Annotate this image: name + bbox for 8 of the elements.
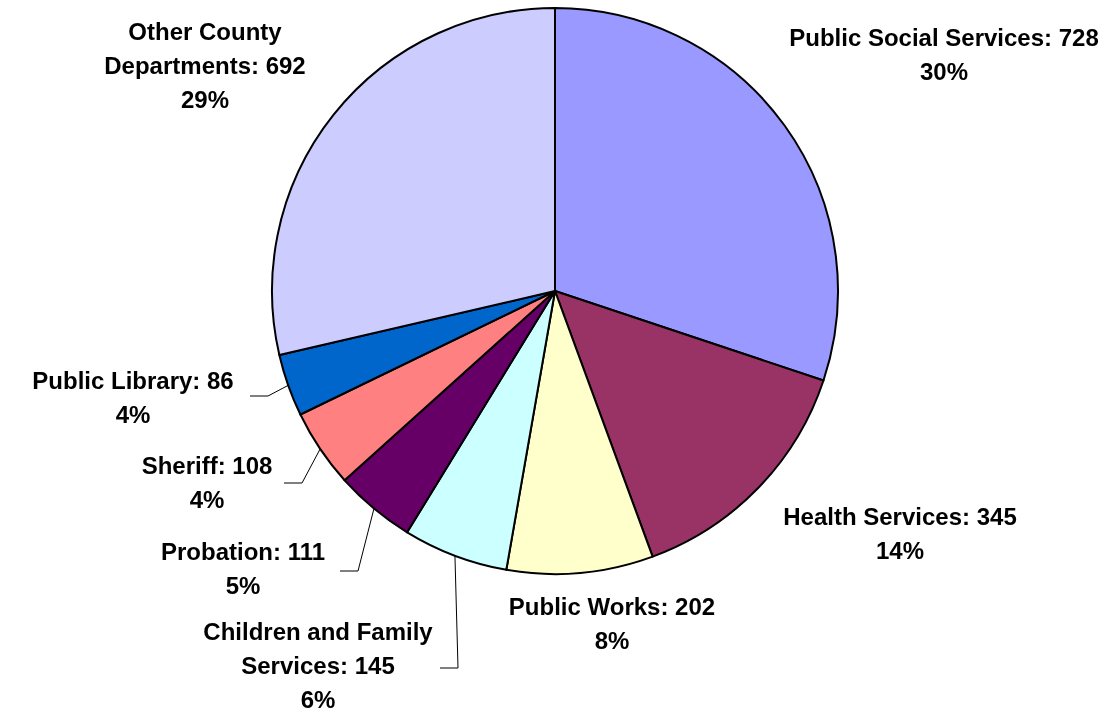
slice-label: Public Works: 202 8%	[508, 593, 716, 654]
slice-label: Other County Departments: 692 29%	[104, 18, 306, 113]
slice-label: Probation: 111 5%	[160, 538, 326, 599]
slice-label: Health Services: 345 14%	[783, 503, 1017, 564]
slice-label: Children and Family Services: 145 6%	[203, 618, 434, 713]
slice-label: Public Social Services: 728 30%	[789, 24, 1099, 85]
slice-label: Public Library: 86 4%	[32, 367, 234, 428]
slice-label: Sheriff: 108 4%	[141, 452, 273, 513]
